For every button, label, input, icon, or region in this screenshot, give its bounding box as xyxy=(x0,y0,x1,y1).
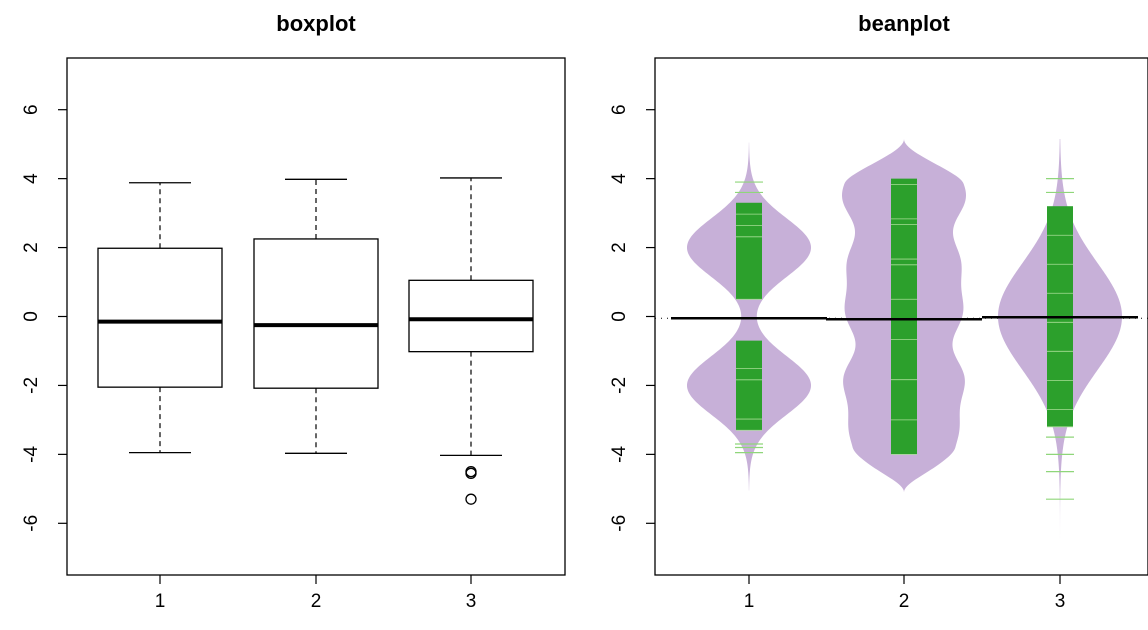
boxplot-ytick-label: -4 xyxy=(21,445,42,462)
bean-2 xyxy=(826,139,982,493)
bean-3 xyxy=(982,139,1138,539)
boxplot-plot-area: -6 -4 -2 0 2 4 6 1 2 3 xyxy=(21,57,566,612)
beanplot-xtick-label: 1 xyxy=(744,591,755,612)
beanplot-plot-area: -6 -4 -2 0 2 4 6 1 2 3 xyxy=(609,57,1148,612)
iqr-box xyxy=(97,247,223,388)
beanplot-ytick-label: 0 xyxy=(609,311,630,322)
box-2 xyxy=(253,178,379,454)
boxplot-xtick-label: 1 xyxy=(155,591,166,612)
beanplot-ytick-label: -4 xyxy=(609,445,630,462)
boxplot-ytick-label: 2 xyxy=(21,242,42,253)
bean-lines-strip xyxy=(736,202,762,300)
boxplot-ytick-label: -6 xyxy=(21,515,42,532)
outlier-point xyxy=(465,493,477,505)
beanplot-xtick-label: 2 xyxy=(899,591,910,612)
bean-lines-strip xyxy=(891,178,917,455)
beanplot-title: beanplot xyxy=(858,11,950,36)
bean-1 xyxy=(671,142,827,491)
boxplot-xtick-label: 3 xyxy=(466,591,477,612)
beanplot-panel: beanplot -6 -4 -2 0 2 4 6 1 2 3 xyxy=(609,11,1148,612)
boxplot-panel: boxplot -6 -4 -2 0 2 4 6 1 2 3 xyxy=(21,11,566,612)
iqr-box xyxy=(253,238,379,389)
box-3 xyxy=(408,177,534,505)
iqr-box xyxy=(408,279,534,353)
outlier-point xyxy=(465,467,477,479)
boxplot-ytick-label: 4 xyxy=(21,173,42,184)
beanplot-ytick-label: 4 xyxy=(609,173,630,184)
beanplot-ytick-label: -2 xyxy=(609,377,630,394)
beanplot-clip-group xyxy=(655,139,1148,539)
boxplot-title: boxplot xyxy=(276,11,356,36)
boxplot-xtick-label: 2 xyxy=(311,591,322,612)
boxplot-ytick-label: 0 xyxy=(21,311,42,322)
boxplot-ytick-label: 6 xyxy=(21,104,42,115)
beanplot-ytick-label: 6 xyxy=(609,104,630,115)
box-1 xyxy=(97,182,223,454)
beanplot-ytick-label: 2 xyxy=(609,242,630,253)
beanplot-xtick-label: 3 xyxy=(1055,591,1066,612)
bean-lines-strip xyxy=(736,340,762,431)
bean-density xyxy=(687,142,811,491)
beanplot-ytick-label: -6 xyxy=(609,515,630,532)
boxplot-ytick-label: -2 xyxy=(21,377,42,394)
